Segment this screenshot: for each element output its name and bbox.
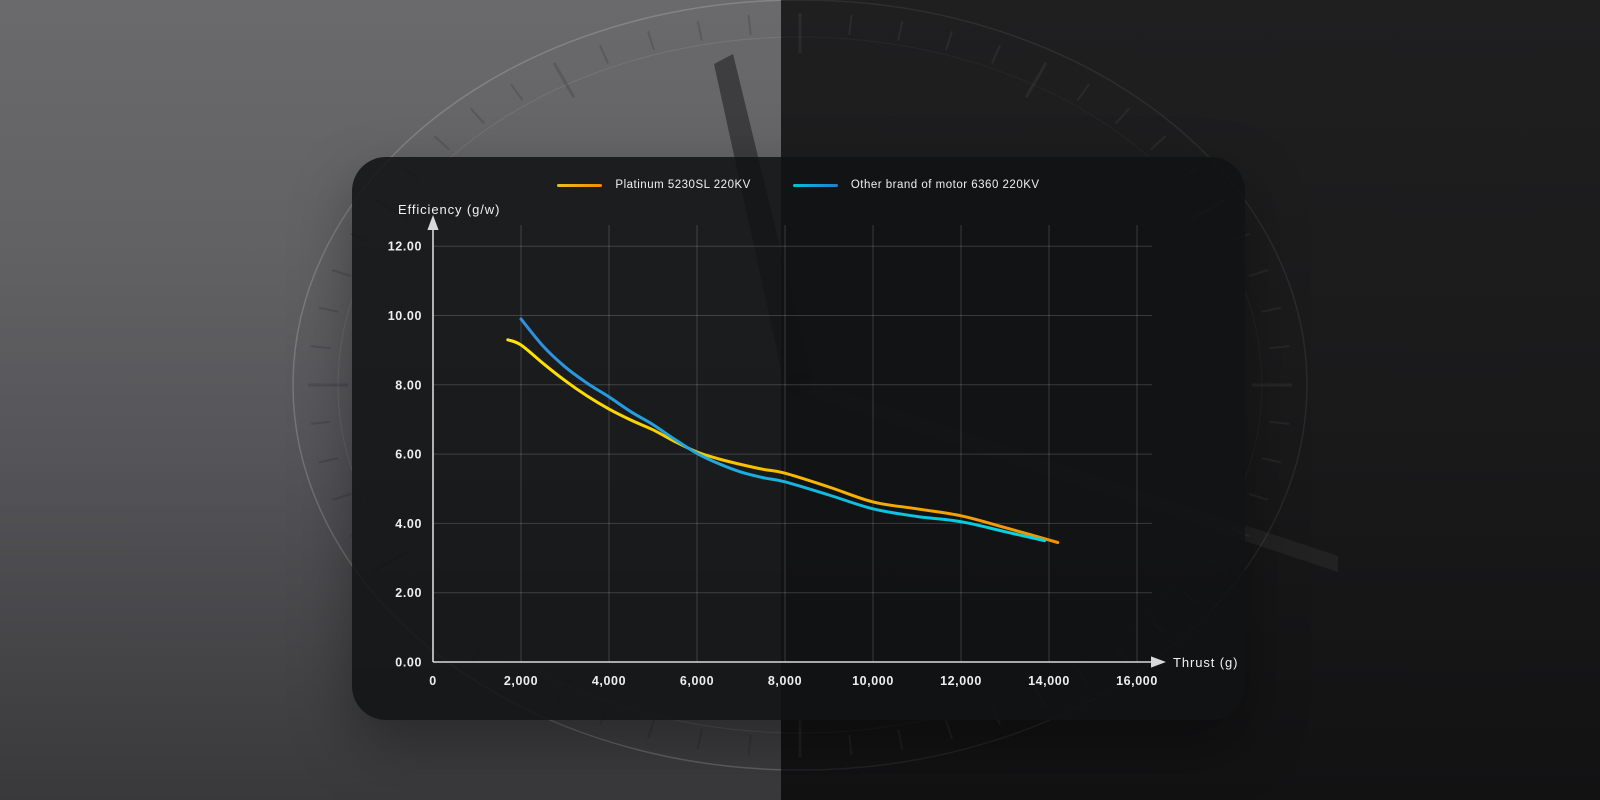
y-tick-label: 2.00 (395, 586, 422, 600)
legend-swatch-platinum (557, 183, 603, 187)
watch-tick-mark (944, 30, 953, 51)
watch-rim-arc (781, 0, 1308, 771)
watch-inner-arc (337, 36, 781, 734)
watch-tick-mark (1076, 83, 1090, 101)
watch-tick-mark (310, 420, 331, 425)
x-tick-label: 8,000 (768, 674, 802, 688)
watch-tick-mark (318, 306, 339, 313)
legend-label-platinum: Platinum 5230SL 220KV (615, 179, 751, 191)
y-axis-arrow (427, 215, 439, 230)
chart-panel: 0.00 2.00 4.00 6.00 8.00 10.00 12.00 0 2,000 4,00… (352, 157, 1245, 720)
x-tick-label: 12,000 (940, 674, 982, 688)
y-axis-title: Efficiency (g/w) (398, 202, 500, 217)
watch-tick-mark (1261, 306, 1282, 313)
y-tick-label: 4.00 (395, 517, 422, 531)
legend-swatch-other-brand (792, 183, 838, 187)
legend-item-other-brand: Other brand of motor 6360 220KV (792, 179, 1040, 191)
watch-tick-mark (433, 135, 450, 151)
y-tick-label: 10.00 (388, 309, 422, 323)
x-axis-arrow (1151, 656, 1166, 668)
watch-tick-mark (1269, 420, 1290, 425)
watch-tick-mark (991, 44, 1002, 64)
watch-tick-mark (647, 719, 656, 740)
tick-labels: 0.00 2.00 4.00 6.00 8.00 10.00 12.00 0 2,000 4,00… (388, 202, 1238, 688)
watch-tick-mark (747, 734, 752, 756)
watch-tick-mark (510, 83, 524, 101)
x-tick-label: 14,000 (1028, 674, 1070, 688)
watch-tick-mark (1024, 62, 1048, 99)
watch-tick-mark (1248, 269, 1269, 278)
watch-tick-mark (1150, 135, 1167, 151)
watch-tick-mark (1115, 107, 1130, 125)
watch-tick-mark (897, 729, 904, 750)
series-curve-1 (519, 317, 1047, 543)
watch-tick-mark (331, 492, 352, 501)
x-axis-title: Thrust (g) (1173, 655, 1238, 670)
watch-tick-mark (848, 14, 853, 36)
watch-tick-mark (331, 269, 352, 278)
y-tick-label: 8.00 (395, 378, 422, 392)
chart-legend: Platinum 5230SL 220KV Other brand of mot… (352, 179, 1245, 191)
legend-item-platinum: Platinum 5230SL 220KV (557, 179, 750, 191)
x-tick-label: 2,000 (504, 674, 538, 688)
x-tick-label: 0 (429, 674, 437, 688)
watch-tick-mark (747, 14, 752, 36)
watch-rim-arc (292, 0, 781, 771)
y-tick-label: 0.00 (395, 656, 422, 670)
x-tick-label: 6,000 (680, 674, 714, 688)
gridlines (433, 225, 1152, 662)
watch-tick-mark (310, 345, 331, 350)
x-tick-label: 16,000 (1116, 674, 1158, 688)
watch-tick-mark (696, 729, 703, 750)
watch-tick-mark (1248, 492, 1269, 501)
y-tick-label: 12.00 (388, 240, 422, 254)
legend-label-other-brand: Other brand of motor 6360 220KV (850, 179, 1040, 191)
axes (427, 215, 1166, 668)
watch-tick-mark (470, 107, 485, 125)
watch-tick-mark (647, 30, 656, 51)
watch-tick-mark (696, 20, 703, 41)
watch-tick-mark (1261, 457, 1282, 464)
efficiency-thrust-chart: 0.00 2.00 4.00 6.00 8.00 10.00 12.00 0 2,000 4,00… (388, 202, 1238, 688)
watch-tick-mark (318, 457, 339, 464)
watch-inner-arc (781, 36, 1263, 734)
watch-tick-mark (897, 20, 904, 41)
watch-tick-mark (552, 62, 576, 99)
x-tick-label: 10,000 (852, 674, 894, 688)
x-tick-label: 4,000 (592, 674, 626, 688)
watch-tick-mark (1269, 345, 1290, 350)
watch-tick-mark (944, 719, 953, 740)
y-tick-label: 6.00 (395, 448, 422, 462)
watch-tick-mark (848, 734, 853, 756)
watch-tick-mark (598, 44, 609, 64)
series-curve-0 (506, 338, 1060, 544)
